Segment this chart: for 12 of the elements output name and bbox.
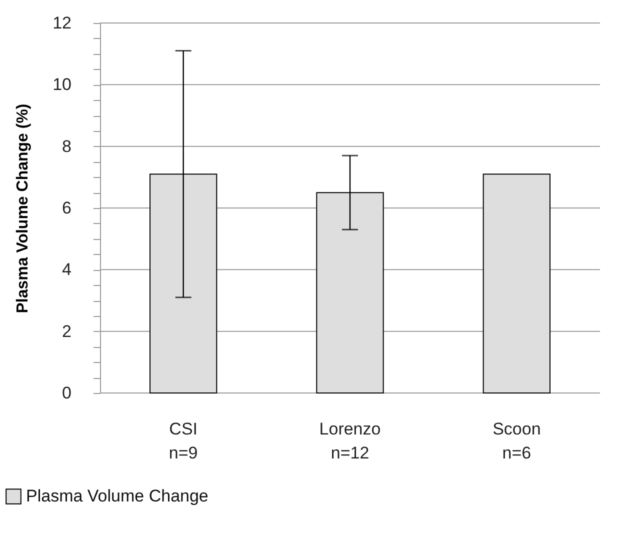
x-tick-label: CSI n=9	[168, 420, 198, 462]
y-axis-title: Plasma Volume Change (%)	[14, 104, 32, 314]
y-tick-label: 0	[62, 384, 72, 402]
legend-label: Plasma Volume Change	[26, 486, 208, 506]
x-tick-label: Scoon n=6	[492, 420, 541, 462]
y-tick-label: 4	[62, 260, 72, 280]
y-tick-label: 6	[62, 198, 72, 218]
y-tick-label: 12	[52, 14, 72, 32]
y-tick-label: 8	[62, 136, 72, 156]
y-tick-label: 10	[52, 75, 72, 94]
y-tick-label: 2	[62, 322, 72, 341]
x-tick-label: Lorenzo n=12	[319, 420, 381, 462]
